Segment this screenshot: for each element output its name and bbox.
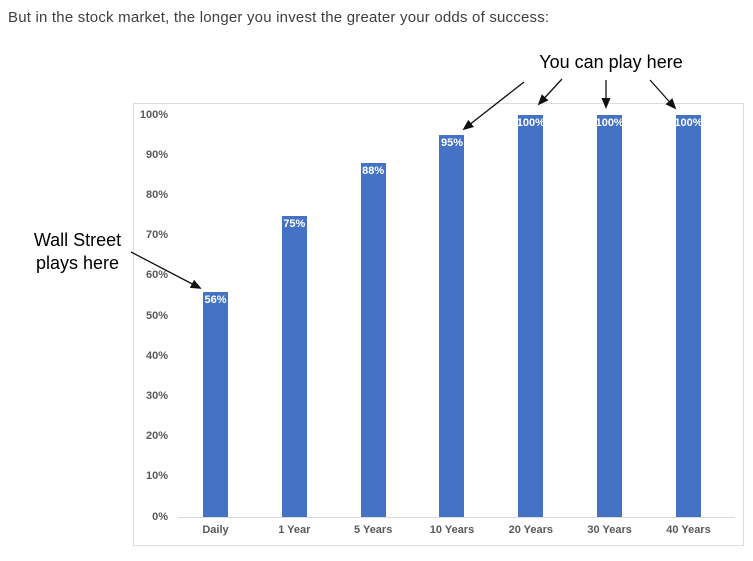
y-tick-0-: 0% (152, 510, 168, 523)
bar-10-years: 95% (439, 135, 465, 517)
bar-value-label-5-years: 88% (362, 165, 385, 178)
x-tick-10-years: 10 Years (429, 524, 475, 536)
x-tick-5-years: 5 Years (353, 524, 393, 536)
x-axis-line (178, 517, 735, 518)
bar-daily: 56% (203, 291, 228, 517)
x-tick-daily: Daily (202, 524, 229, 536)
y-tick-20-: 20% (145, 430, 168, 443)
bar-5-years: 88% (360, 163, 386, 517)
bar-30-years: 100% (596, 115, 624, 517)
chart-frame: 0% 10% 20% 30% 40% 50% 60% 70% 80% 90% 100% 56% Dail… (133, 103, 744, 546)
bar-value-label-30-years: 100% (595, 117, 624, 129)
bar-1-year: 75% (281, 215, 307, 517)
annotation-wall-street-line2: plays here (35, 253, 120, 273)
y-tick-30-: 30% (145, 389, 168, 402)
bar-value-label-10-years: 95% (440, 137, 463, 150)
y-tick-80-: 80% (145, 188, 168, 201)
y-tick-10-: 10% (145, 470, 168, 483)
annotation-wall-street: Wall Street plays here (5, 229, 150, 275)
x-tick-30-years: 30 Years (587, 524, 632, 536)
bar-value-label-1-year: 75% (283, 217, 306, 230)
y-tick-50-: 50% (145, 309, 168, 322)
y-tick-90-: 90% (145, 148, 168, 161)
x-tick-20-years: 20 Years (508, 524, 554, 536)
y-tick-40-: 40% (145, 349, 168, 362)
bar-value-label-daily: 56% (204, 293, 227, 306)
x-tick-1-year: 1 Year (278, 524, 311, 536)
annotation-wall-street-line1: Wall Street (33, 230, 122, 250)
y-tick-70-: 70% (145, 229, 168, 242)
arrow-you-can-play-to-20-years (537, 78, 563, 106)
page-title: But in the stock market, the longer you … (8, 9, 550, 26)
bar-value-label-40-years: 100% (674, 117, 703, 129)
bar-value-label-20-years: 100% (516, 117, 545, 129)
bar-20-years: 100% (517, 115, 545, 517)
annotation-you-can-play: You can play here (539, 52, 683, 72)
bar-40-years: 100% (674, 115, 703, 517)
x-tick-40-years: 40 Years (666, 524, 711, 536)
y-tick-100-: 100% (139, 108, 168, 121)
